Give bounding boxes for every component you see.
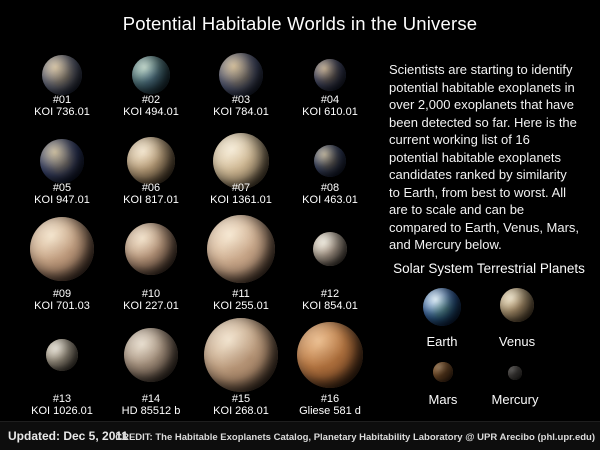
- footer-bar: Updated: Dec 5, 2011 CREDIT: The Habitab…: [0, 421, 600, 450]
- page-title: Potential Habitable Worlds in the Univer…: [122, 13, 478, 34]
- intro-line: been detected so far. Here is the: [389, 114, 577, 130]
- intro-line: potential habitable exoplanets in: [389, 79, 575, 95]
- intro-line: are to scale and can be: [389, 202, 525, 217]
- exoplanet-designation-label: KOI 268.01: [213, 405, 269, 417]
- exoplanet-label: #08 KOI 463.01: [270, 182, 390, 206]
- intro-paragraph: Scientists are starting to identify poten…: [389, 61, 595, 254]
- exoplanet-designation-label: KOI 1026.01: [31, 405, 93, 417]
- planet-name-label: Mars: [428, 392, 458, 407]
- exoplanet-designation-label: HD 85512 b: [121, 405, 181, 417]
- credit-label: CREDIT: The Habitable Exoplanets Catalog…: [115, 432, 595, 443]
- planet-venus: [500, 288, 534, 322]
- exoplanet-rank-label: #16: [320, 393, 340, 405]
- exoplanet-sphere: [314, 59, 346, 91]
- exoplanet-rank-label: #08: [320, 182, 340, 194]
- exoplanet-rank-label: #04: [320, 94, 340, 106]
- exoplanet-sphere: [124, 328, 178, 382]
- exoplanet-sphere: [30, 217, 94, 281]
- exoplanet-sphere: [40, 139, 84, 183]
- exoplanet-label: #04 KOI 610.01: [270, 94, 390, 118]
- exoplanet-label: #06 KOI 817.01: [91, 182, 211, 206]
- intro-line: potential habitable exoplanets: [389, 149, 562, 165]
- exoplanet-rank-label: #12: [320, 288, 340, 300]
- planet-name-label: Earth: [426, 334, 458, 349]
- exoplanet-designation-label: KOI 947.01: [34, 194, 90, 206]
- exoplanet-sphere: [42, 55, 82, 95]
- exoplanet-label: #02 KOI 494.01: [91, 94, 211, 118]
- exoplanet-rank-label: #15: [231, 393, 251, 405]
- exoplanet-label: #12 KOI 854.01: [270, 288, 390, 312]
- intro-line: over 2,000 exoplanets that have: [389, 97, 575, 112]
- exoplanet-designation-label: KOI 784.01: [213, 106, 269, 118]
- exoplanet-sphere: [213, 133, 269, 189]
- exoplanet-rank-label: #11: [232, 288, 250, 300]
- exoplanet-rank-label: #09: [52, 288, 72, 300]
- intro-line: and Mercury below.: [389, 237, 502, 252]
- exoplanet-designation-label: KOI 610.01: [302, 106, 358, 118]
- exoplanet-rank-label: #14: [141, 393, 161, 405]
- exoplanet-designation-label: KOI 227.01: [123, 300, 179, 312]
- exoplanet-rank-label: #13: [52, 393, 72, 405]
- exoplanet-sphere: [297, 322, 363, 388]
- exoplanet-label: #09 KOI 701.03: [2, 288, 122, 312]
- exoplanet-designation-label: KOI 255.01: [213, 300, 269, 312]
- solar-system-heading: Solar System Terrestrial Planets: [393, 261, 585, 276]
- exoplanet-rank-label: #03: [231, 94, 251, 106]
- exoplanet-sphere: [314, 145, 346, 177]
- planet-name-label: Venus: [498, 334, 536, 349]
- exoplanet-sphere: [127, 137, 175, 185]
- exoplanet-designation-label: KOI 494.01: [123, 106, 179, 118]
- exoplanet-designation-label: KOI 817.01: [123, 194, 179, 206]
- exoplanet-rank-label: #05: [52, 182, 72, 194]
- intro-line: compared to Earth, Venus, Mars,: [389, 219, 580, 235]
- intro-line: current working list of 16: [389, 132, 530, 147]
- exoplanet-rank-label: #06: [141, 182, 161, 194]
- exoplanet-label: #14 HD 85512 b: [91, 393, 211, 417]
- exoplanet-label: #03 KOI 784.01: [181, 94, 301, 118]
- planet-mars: [433, 362, 453, 382]
- exoplanet-sphere: [313, 232, 347, 266]
- intro-line: candidates ranked by similarity: [389, 167, 567, 182]
- intro-line: Scientists are starting to identify: [389, 62, 573, 77]
- exoplanet-label: #11 KOI 255.01: [181, 288, 301, 312]
- exoplanet-rank-label: #02: [141, 94, 161, 106]
- exoplanet-rank-label: #07: [231, 182, 251, 194]
- exoplanet-label: #07 KOI 1361.01: [181, 182, 301, 206]
- planet-name-label: Mercury: [491, 392, 539, 407]
- exoplanet-label: #05 KOI 947.01: [2, 182, 122, 206]
- exoplanet-designation-label: Gliese 581 d: [299, 405, 361, 417]
- exoplanet-sphere: [219, 53, 263, 97]
- updated-date-label: Updated: Dec 5, 2011: [8, 429, 129, 443]
- exoplanet-designation-label: KOI 736.01: [34, 106, 90, 118]
- exoplanet-label: #01 KOI 736.01: [2, 94, 122, 118]
- exoplanet-designation-label: KOI 701.03: [34, 300, 90, 312]
- exoplanet-rank-label: #01: [52, 94, 72, 106]
- planet-mercury: [508, 366, 522, 380]
- exoplanet-sphere: [125, 223, 177, 275]
- exoplanet-designation-label: KOI 1361.01: [210, 194, 272, 206]
- exoplanet-rank-label: #10: [141, 288, 161, 300]
- exoplanet-label: #15 KOI 268.01: [181, 393, 301, 417]
- exoplanet-label: #13 KOI 1026.01: [2, 393, 122, 417]
- planet-earth: [423, 288, 461, 326]
- exoplanet-label: #16 Gliese 581 d: [270, 393, 390, 417]
- exoplanet-label: #10 KOI 227.01: [91, 288, 211, 312]
- exoplanet-sphere: [204, 318, 278, 392]
- exoplanet-sphere: [46, 339, 78, 371]
- exoplanet-designation-label: KOI 854.01: [302, 300, 358, 312]
- exoplanet-sphere: [207, 215, 275, 283]
- exoplanet-sphere: [132, 56, 170, 94]
- intro-line: to Earth, from best to worst. All: [389, 184, 567, 200]
- exoplanet-designation-label: KOI 463.01: [302, 194, 358, 206]
